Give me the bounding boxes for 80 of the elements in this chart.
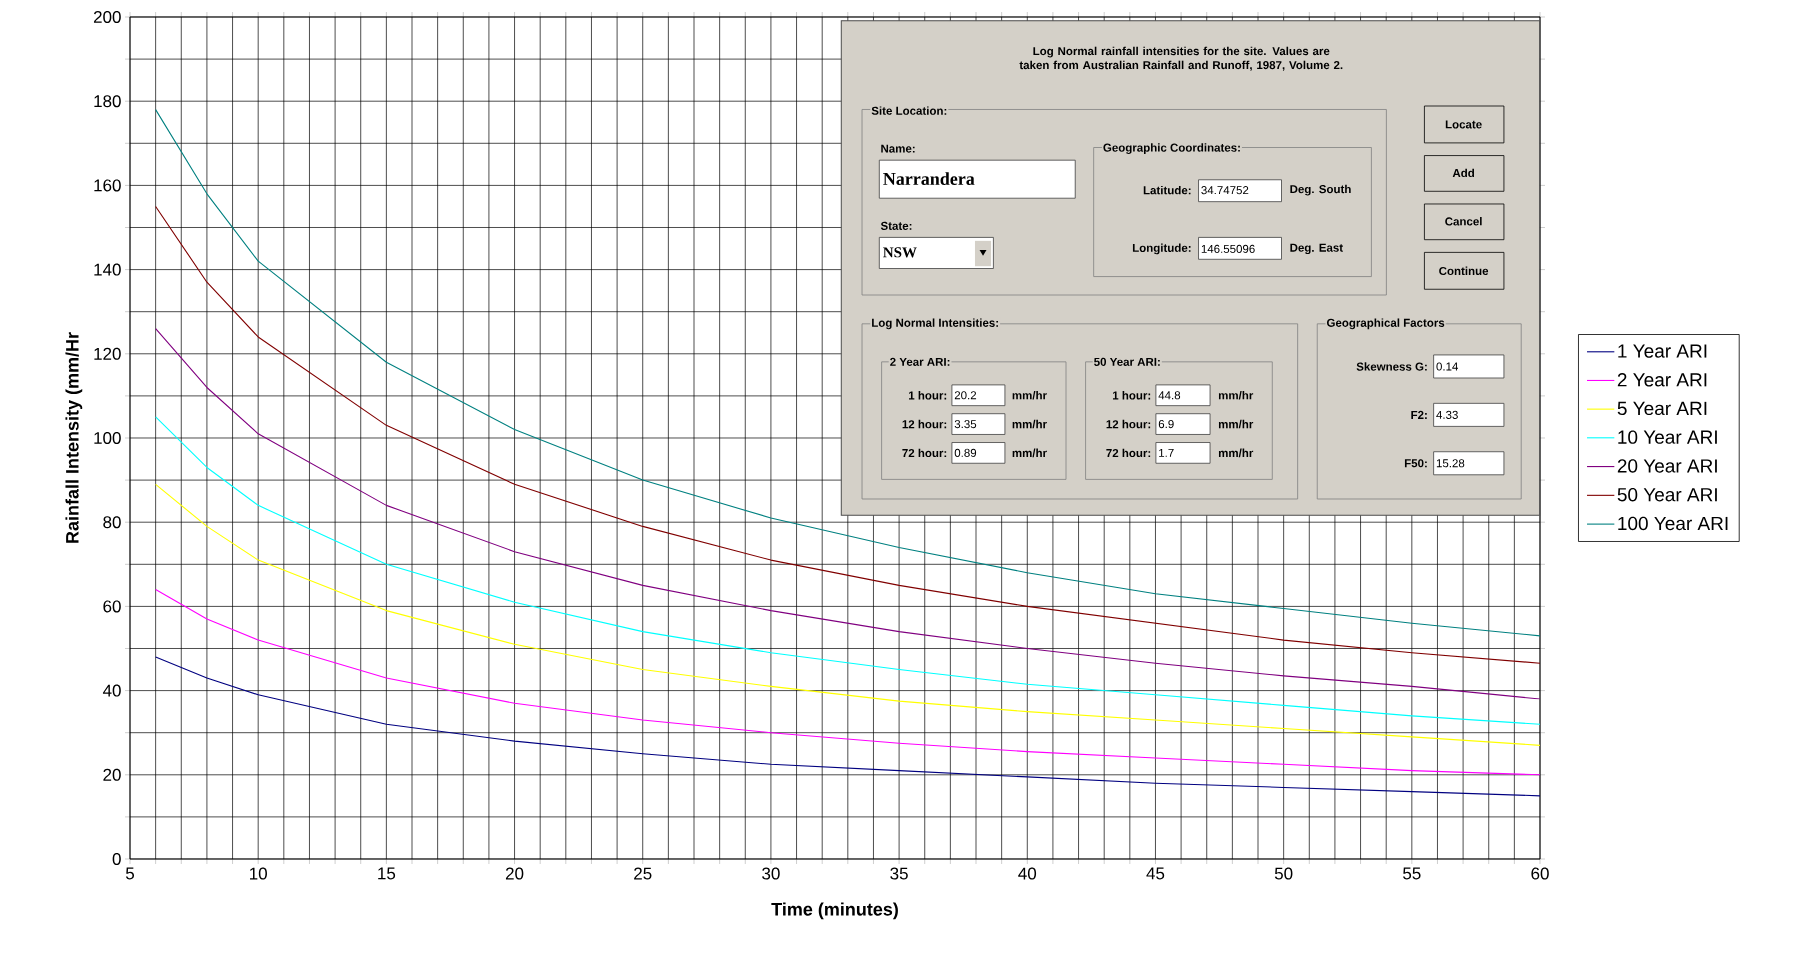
legend-label: 20 Year ARI [1617,459,1717,473]
y-tick-label: 60 [103,600,121,613]
y-tick-label: 140 [94,263,121,276]
annotation: Add [1452,168,1475,178]
x-tick-label: 50 [1274,867,1293,880]
y-tick-label: 200 [93,10,121,24]
x-tick-label: 5 [125,867,135,880]
x-tick-label: 25 [634,867,652,880]
y-tick-label: 20 [103,768,121,781]
annotation: mm/hr [1218,448,1254,458]
annotation: 34.74752 [1201,186,1249,195]
annotation: 0.14 [1436,362,1459,371]
x-tick-label: 55 [1403,867,1421,880]
annotation: 72 hour: [1106,448,1151,458]
x-tick-label: 20 [505,867,524,880]
annotation: mm/hr [1012,391,1047,400]
annotation: Narrandera [883,172,975,185]
annotation: mm/hr [1218,391,1254,400]
annotation: NSW [883,247,917,258]
legend-label: 5 Year ARI [1617,401,1707,416]
annotation: 72 hour: [902,448,947,458]
y-tick-label: 120 [94,347,121,360]
line-series [155,483,1541,746]
line-series [155,656,1541,797]
annotation: 4.33 [1436,410,1458,419]
annotation: 12 hour: [1106,419,1151,429]
y-tick-label: 180 [94,95,121,108]
annotation: Continue [1439,266,1489,276]
x-tick-label: 40 [1018,867,1037,880]
annotation: mm/hr [1012,448,1047,458]
line-series [155,589,1541,776]
annotation: Deg. East [1290,243,1343,255]
annotation: Name: [881,144,915,153]
annotation: mm/hr [1012,419,1047,429]
annotation: 0.89 [954,448,977,457]
annotation: Cancel [1445,217,1482,226]
annotation: Log Normal rainfall intensities for the site. Values are taken from Australian Rainfall and Runoff, 1987, Volume 2. [1019,46,1343,71]
annotation: 1 hour: [909,391,947,400]
annotation: 15.28 [1436,459,1465,468]
annotation: Deg. South [1290,184,1351,196]
x-tick-label: 45 [1146,867,1165,880]
y-tick-label: 80 [103,516,121,529]
x-tick-label: 60 [1531,867,1549,880]
annotation: 1.7 [1159,448,1174,457]
annotation: 2 Year ARI: [890,357,950,366]
annotation: Locate [1445,120,1482,129]
y-tick-label: 0 [112,852,121,866]
annotation: 44.8 [1158,391,1181,400]
annotation: 6.9 [1158,420,1174,429]
annotation: Latitude: [1143,185,1191,195]
annotation: State: [880,221,912,230]
y-tick-label: 160 [94,179,121,192]
x-tick-label: 15 [378,867,396,880]
annotation: F2: [1411,410,1427,419]
annotation: F50: [1404,459,1427,468]
x-tick-label: 10 [250,867,267,880]
legend-label: 50 Year ARI [1617,487,1717,502]
annotation: 20.2 [954,391,977,400]
annotation: Skewness G: [1356,362,1427,371]
legend-label: 2 Year ARI [1617,373,1707,387]
legend-label: 1 Year ARI [1618,344,1707,358]
annotation: Site Location: [871,106,947,115]
annotation: 12 hour: [902,419,947,429]
annotation: Longitude: [1132,243,1191,255]
annotation: 1 hour: [1112,391,1151,400]
legend-label: 100 Year ARI [1618,516,1728,531]
y-axis-title: Rainfall Intensity (mm/Hr [65,332,83,543]
x-tick-label: 35 [890,867,908,880]
annotation: Geographic Coordinates: [1103,143,1240,155]
legend-label: 10 Year ARI [1618,430,1717,444]
annotation: 146.55096 [1201,244,1255,253]
y-tick-label: 40 [102,684,121,697]
annotation: 3.35 [954,420,977,429]
annotation: 50 Year ARI: [1094,357,1160,366]
x-tick-label: 30 [762,867,780,880]
annotation: Log Normal Intensities: [872,318,998,330]
annotation: mm/hr [1218,419,1254,429]
y-tick-label: 100 [94,431,121,445]
x-axis-title: Time (minutes) [771,902,898,920]
annotation: Geographical Factors [1326,318,1445,330]
